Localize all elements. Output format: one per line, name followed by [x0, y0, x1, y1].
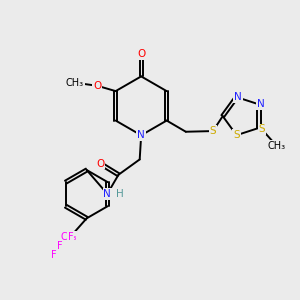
Text: S: S	[233, 130, 240, 140]
Text: S: S	[210, 126, 216, 136]
Text: CF₃: CF₃	[61, 232, 77, 242]
Text: CH₃: CH₃	[66, 78, 84, 88]
Text: O: O	[137, 49, 145, 59]
Text: N: N	[103, 189, 111, 199]
Text: N: N	[137, 130, 145, 140]
Text: F: F	[52, 250, 57, 260]
Text: O: O	[93, 81, 101, 91]
Text: F: F	[68, 232, 73, 242]
Text: S: S	[259, 124, 265, 134]
Text: N: N	[234, 92, 242, 102]
Text: H: H	[116, 189, 124, 199]
Text: O: O	[96, 158, 104, 169]
Text: F: F	[57, 241, 63, 251]
Text: CH₃: CH₃	[268, 141, 286, 151]
Text: N: N	[256, 99, 264, 110]
